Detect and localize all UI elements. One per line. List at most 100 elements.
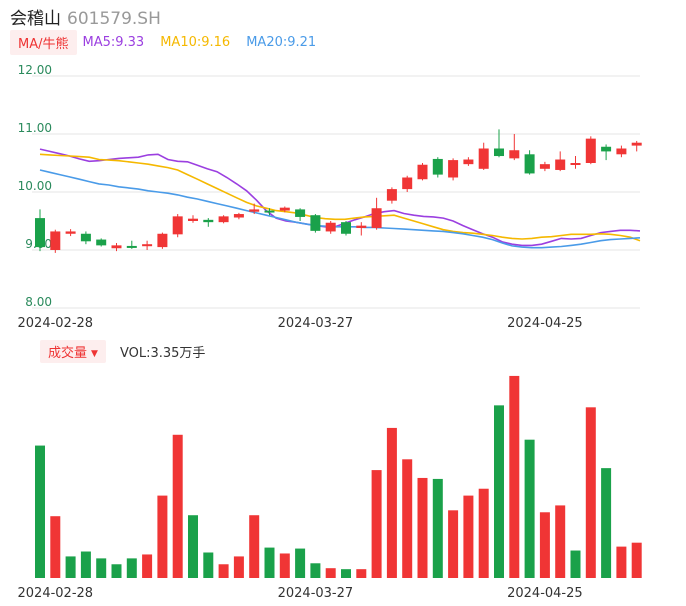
candle [279,206,290,213]
candle-body [80,233,91,242]
price-x-axis: 2024-02-28 2024-03-27 2024-04-25 [18,316,583,331]
candle [249,203,260,215]
candle-body [463,159,474,165]
volume-bar [539,512,550,578]
volume-bar [432,478,443,578]
x-tick-label: 2024-04-25 [507,586,583,601]
candle [142,240,153,250]
price-grid [32,75,640,309]
ma-legend: MA/牛熊 MA5:9.33 MA10:9.16 MA20:9.21 [10,29,332,55]
x-tick-label: 2024-02-28 [18,586,94,601]
candle [157,232,168,249]
candle [631,140,642,152]
ma5-label: MA5:9.33 [82,34,145,50]
volume-bar [325,568,336,578]
candle-body [616,148,627,155]
vol-value-label: VOL:3.35万手 [119,345,206,361]
candle-body [478,148,489,169]
volume-x-axis: 2024-02-28 2024-03-27 2024-04-25 [18,586,583,601]
candle [570,156,581,169]
candle [432,157,443,178]
candle [386,187,397,204]
volume-bar [448,510,459,578]
candle [539,161,550,172]
volume-bar [478,488,489,578]
volume-bar [570,550,581,578]
candle-body [386,189,397,201]
candle-body [341,222,351,234]
candle [601,144,612,161]
candle-body [402,177,413,190]
stock-header: 会稽山 601579.SH [10,4,161,29]
candle-body [65,231,76,234]
candle [65,229,76,237]
candle-body [172,216,183,235]
volume-bar [188,515,198,578]
candle [264,208,275,216]
candle-body [310,215,321,231]
ma10-line [39,153,641,242]
volume-bar [417,477,428,578]
candle-body [494,148,504,157]
caret-down-icon: ▼ [91,348,98,359]
ma-lines [39,148,641,249]
x-tick-label: 2024-04-25 [507,316,583,331]
candle [494,129,504,158]
y-tick-label: 8.00 [25,295,52,309]
candlesticks [35,129,642,253]
x-tick-label: 2024-02-28 [18,316,94,331]
candle-body [295,209,306,217]
candle-body [432,158,443,175]
volume-bar [494,405,504,578]
volume-bar [371,470,382,578]
candle-body [50,231,61,250]
volume-bar [218,564,229,578]
candle-body [356,225,367,228]
candle [371,197,382,230]
volume-bar [463,495,474,578]
candle-body [601,146,612,152]
volume-bar [249,515,260,578]
candle-body [35,218,45,248]
candle [402,175,413,192]
candle-body [279,207,290,211]
candle [417,163,428,181]
candle [218,215,229,224]
candle-body [539,164,550,169]
candle-body [142,244,153,247]
candle [188,215,198,223]
candle-body [631,142,642,146]
candle-body [371,208,382,228]
candle [356,222,367,236]
volume-bar [80,551,91,578]
candle [524,150,535,175]
volume-dropdown-button[interactable]: 成交量 ▼ [40,339,106,363]
candle [111,243,122,252]
candle-body [509,150,520,159]
candle [126,240,137,249]
candle-body [448,160,459,178]
volume-bar [203,552,214,578]
volume-bar [233,556,244,578]
x-tick-label: 2024-03-27 [278,586,354,601]
x-tick-label: 2024-03-27 [278,316,354,331]
candle-body [218,216,229,223]
candle [295,208,306,221]
y-tick-label: 12.00 [18,63,52,77]
volume-legend: 成交量 ▼ VOL:3.35万手 [40,339,206,363]
volume-bar [111,564,122,578]
volume-bar [157,495,168,578]
volume-bar [295,548,306,578]
volume-bar [356,569,367,578]
candle [172,214,183,238]
y-tick-label: 10.00 [18,179,52,193]
candle [35,209,45,252]
candle [555,151,566,172]
ma5-line [39,148,641,247]
candle [585,136,596,165]
candle [96,238,107,247]
volume-bar [35,445,45,578]
ma-toggle-button[interactable]: MA/牛熊 [10,29,77,55]
volume-bar [50,516,61,578]
